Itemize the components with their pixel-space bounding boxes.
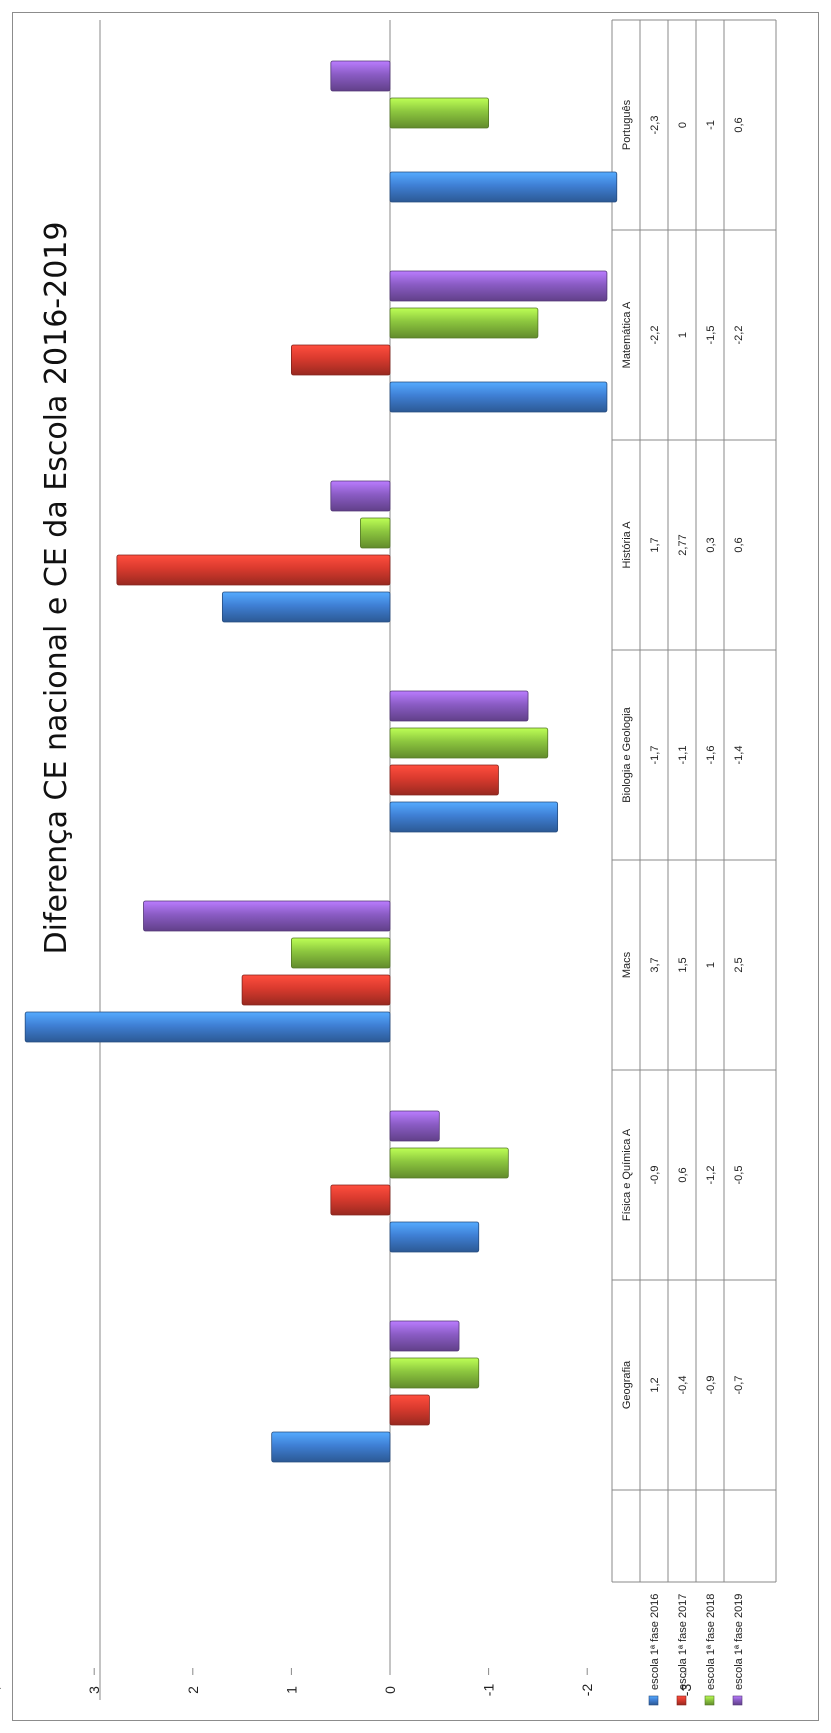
- table-value: 0,3: [705, 537, 717, 552]
- table-value: 1: [677, 332, 689, 338]
- table-value: -1: [705, 120, 717, 130]
- bar: [389, 307, 539, 339]
- bar: [389, 381, 608, 413]
- category-label: Macs: [621, 951, 633, 978]
- table-value: -1,7: [649, 746, 661, 765]
- table-value: -1,5: [705, 326, 717, 345]
- category-label: Física e Química A: [621, 1128, 633, 1221]
- bar: [389, 1320, 460, 1352]
- category-label: Geografia: [621, 1360, 633, 1409]
- table-value: -2,2: [649, 326, 661, 345]
- legend-label: escola 1ª fase 2019: [733, 1594, 745, 1690]
- chart-title: Diferença CE nacional e CE da Escola 201…: [39, 222, 74, 955]
- table-value: 0,6: [733, 537, 745, 552]
- table-value: -1,6: [705, 746, 717, 765]
- table-value: 0,6: [677, 1167, 689, 1182]
- table-value: -2,2: [733, 326, 745, 345]
- table-value: -2,3: [649, 116, 661, 135]
- table-value: -0,4: [677, 1376, 689, 1395]
- bar: [330, 60, 391, 92]
- y-tick-label: 1: [283, 1686, 299, 1694]
- bar: [389, 1147, 509, 1179]
- table-value: 1,5: [677, 957, 689, 972]
- bar: [360, 517, 391, 549]
- y-tick-label: -3: [678, 1684, 694, 1697]
- table-value: -0,5: [733, 1166, 745, 1185]
- bar: [389, 270, 608, 302]
- table-value: 0,6: [733, 117, 745, 132]
- y-tick-label: 4: [0, 1686, 4, 1694]
- bar: [290, 344, 391, 376]
- bar: [389, 171, 618, 203]
- table-value: -1,1: [677, 746, 689, 765]
- y-tick-label: 2: [185, 1686, 201, 1694]
- category-label: Biologia e Geologia: [621, 706, 633, 802]
- bar: [389, 97, 489, 129]
- bar: [290, 937, 391, 969]
- legend-swatch: [704, 1695, 715, 1706]
- category-label: Matemática A: [621, 301, 633, 368]
- legend-label: escola 1ª fase 2017: [677, 1594, 689, 1690]
- legend-swatch: [648, 1695, 659, 1706]
- bar: [389, 801, 559, 833]
- bar: [389, 1394, 430, 1426]
- table-value: -1,4: [733, 746, 745, 765]
- bar: [221, 591, 391, 623]
- category-label: História A: [621, 521, 633, 569]
- legend-label: escola 1ª fase 2016: [649, 1594, 661, 1690]
- legend-swatch: [732, 1695, 743, 1706]
- bar: [389, 764, 499, 796]
- bar: [389, 690, 529, 722]
- table-value: 0: [677, 122, 689, 128]
- bar: [241, 974, 391, 1006]
- table-value: 1,7: [649, 537, 661, 552]
- table-value: -1,2: [705, 1166, 717, 1185]
- table-value: -0,9: [705, 1376, 717, 1395]
- bar: [24, 1011, 391, 1043]
- table-value: 2,5: [733, 957, 745, 972]
- y-tick-label: 3: [86, 1686, 102, 1694]
- category-label: Português: [621, 99, 633, 150]
- legend-label: escola 1ª fase 2018: [705, 1594, 717, 1690]
- bar: [271, 1431, 391, 1463]
- table-value: -0,9: [649, 1166, 661, 1185]
- bar: [330, 1184, 391, 1216]
- table-value: 2,77: [677, 534, 689, 555]
- bar: [330, 480, 391, 512]
- bar: [389, 1221, 480, 1253]
- bar: [389, 727, 549, 759]
- chart-frame: [12, 12, 819, 1721]
- y-tick-label: 0: [382, 1686, 398, 1694]
- bar: [389, 1110, 440, 1142]
- table-value: -0,7: [733, 1376, 745, 1395]
- y-tick-label: -1: [481, 1684, 497, 1697]
- legend-swatch: [676, 1695, 687, 1706]
- bar: [389, 1357, 480, 1389]
- table-value: 3,7: [649, 957, 661, 972]
- bar: [116, 554, 391, 586]
- y-tick-label: -2: [579, 1684, 595, 1697]
- bar: [143, 900, 391, 932]
- table-value: 1: [705, 962, 717, 968]
- table-value: 1,2: [649, 1377, 661, 1392]
